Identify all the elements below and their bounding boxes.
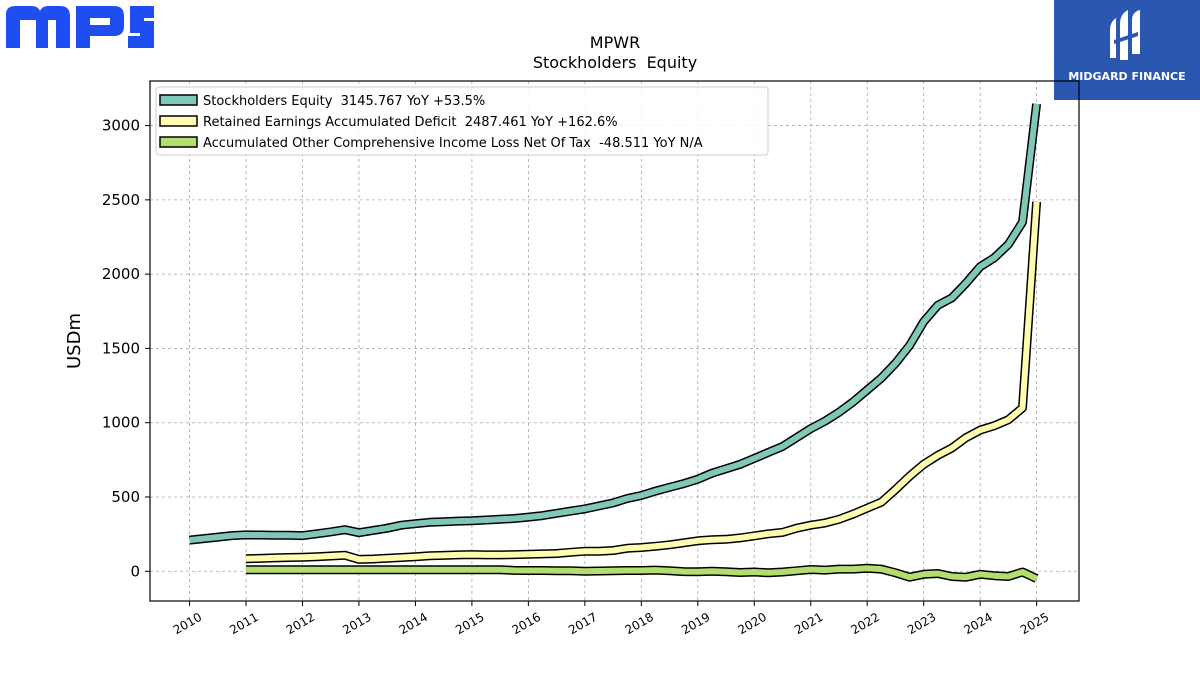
legend-swatch <box>159 115 198 127</box>
y-tick-label: 2500 <box>102 191 140 209</box>
series-line <box>245 201 1040 563</box>
legend-swatch <box>159 136 198 148</box>
series-line <box>189 103 1040 544</box>
y-axis: 0 500 1000 1500 2000 2500 3000 <box>102 117 150 580</box>
x-tick-label: 2010 <box>171 610 204 637</box>
x-tick-label: 2023 <box>905 610 938 637</box>
legend-label: Stockholders Equity 3145.767 YoY +53.5% <box>203 94 485 109</box>
x-tick-label: 2019 <box>679 610 712 637</box>
midgard-finance-text: MIDGARD FINANCE <box>1068 70 1186 83</box>
y-tick-label: 1500 <box>102 339 140 357</box>
mps-logo <box>4 4 154 54</box>
x-tick-label: 2020 <box>736 610 769 637</box>
series-line <box>246 565 1038 582</box>
x-tick-label: 2016 <box>510 610 543 637</box>
x-tick-label: 2021 <box>792 610 825 637</box>
series-2 <box>245 201 1042 564</box>
series-layer <box>189 103 1042 583</box>
mps-logo-mark <box>6 6 154 48</box>
series-3 <box>246 563 1039 583</box>
legend: Stockholders Equity 3145.767 YoY +53.5% R… <box>155 86 769 156</box>
y-tick-label: 1000 <box>102 414 140 432</box>
plot-frame <box>149 80 1080 602</box>
y-tick-label: 0 <box>130 562 140 580</box>
midgard-emblem-icon <box>1110 10 1140 60</box>
x-tick-label: 2022 <box>848 610 881 637</box>
y-axis-label: USDm <box>64 313 85 369</box>
y-tick-label: 3000 <box>102 117 140 135</box>
y-tick-label: 2000 <box>102 265 140 283</box>
x-tick-label: 2011 <box>227 610 260 637</box>
x-tick-label: 2015 <box>453 610 486 637</box>
legend-swatch <box>159 94 198 106</box>
x-tick-label: 2025 <box>1018 610 1051 637</box>
x-tick-label: 2013 <box>340 610 373 637</box>
y-tick-label: 500 <box>111 488 140 506</box>
legend-label: Retained Earnings Accumulated Deficit 24… <box>203 115 618 130</box>
legend-label: Accumulated Other Comprehensive Income L… <box>203 136 703 151</box>
grid-lines <box>150 81 1079 601</box>
chart-title: MPWR <box>590 33 640 52</box>
x-tick-label: 2018 <box>623 610 656 637</box>
x-axis: 2010 2011 2012 2013 2014 2015 2016 2017 2018 2019… <box>171 601 1051 637</box>
x-tick-label: 2017 <box>566 610 599 637</box>
series-1 <box>189 103 1042 545</box>
midgard-finance-logo: MIDGARD FINANCE <box>1054 0 1200 100</box>
x-tick-label: 2012 <box>284 610 317 637</box>
x-tick-label: 2014 <box>397 610 430 637</box>
x-tick-label: 2024 <box>961 610 994 637</box>
legend-box <box>155 86 769 156</box>
chart-subtitle: Stockholders Equity <box>533 53 697 72</box>
